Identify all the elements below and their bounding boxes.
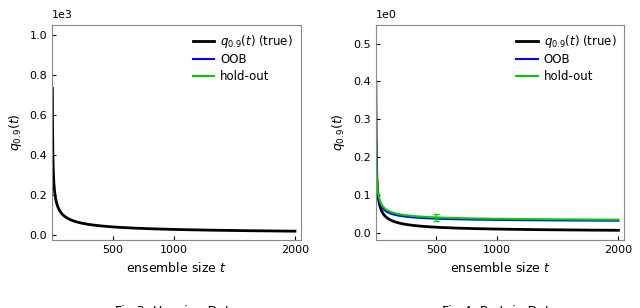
Line: hold-out: hold-out <box>376 94 618 220</box>
Line: OOB: OOB <box>376 97 618 221</box>
Line: $q_{0.9}(t)$ (true): $q_{0.9}(t)$ (true) <box>376 83 618 230</box>
hold-out <box>614 218 622 221</box>
hold-out <box>414 215 422 218</box>
$q_{0.9}(t)$ (true) <box>260 229 268 233</box>
$q_{0.9}(t)$ (true) <box>291 229 299 233</box>
Y-axis label: $q_{0.9}(t)$: $q_{0.9}(t)$ <box>330 114 348 151</box>
Text: 1e3: 1e3 <box>52 10 73 20</box>
$q_{0.9}(t)$ (true) <box>610 229 618 232</box>
$q_{0.9}(t)$ (true) <box>286 229 294 233</box>
Line: $q_{0.9}(t)$ (true): $q_{0.9}(t)$ (true) <box>52 88 295 231</box>
OOB <box>465 218 473 221</box>
$q_{0.9}(t)$ (true) <box>465 227 473 230</box>
$q_{0.9}(t)$ (true) <box>372 81 380 85</box>
X-axis label: ensemble size $t$: ensemble size $t$ <box>126 261 227 275</box>
hold-out <box>465 217 473 220</box>
hold-out <box>399 213 407 217</box>
OOB <box>414 216 422 220</box>
OOB <box>610 219 618 222</box>
$q_{0.9}(t)$ (true) <box>49 87 56 90</box>
$q_{0.9}(t)$ (true) <box>476 227 483 231</box>
OOB <box>584 219 591 222</box>
X-axis label: ensemble size $t$: ensemble size $t$ <box>450 261 550 275</box>
hold-out <box>476 217 483 221</box>
OOB <box>476 218 483 221</box>
$q_{0.9}(t)$ (true) <box>584 228 591 232</box>
hold-out <box>584 218 591 221</box>
Y-axis label: $q_{0.9}(t)$: $q_{0.9}(t)$ <box>7 114 24 151</box>
$q_{0.9}(t)$ (true) <box>91 223 99 227</box>
OOB <box>372 95 380 99</box>
OOB <box>399 214 407 218</box>
Legend: $q_{0.9}(t)$ (true), OOB, hold-out: $q_{0.9}(t)$ (true), OOB, hold-out <box>191 30 295 85</box>
$q_{0.9}(t)$ (true) <box>152 227 160 231</box>
Text: Fig 4: Protein Data: Fig 4: Protein Data <box>442 305 558 308</box>
$q_{0.9}(t)$ (true) <box>614 229 622 232</box>
hold-out <box>610 218 618 221</box>
Text: Fig 3: Housing Data: Fig 3: Housing Data <box>115 305 238 308</box>
$q_{0.9}(t)$ (true) <box>414 224 422 228</box>
$q_{0.9}(t)$ (true) <box>141 227 149 230</box>
$q_{0.9}(t)$ (true) <box>76 221 84 225</box>
Legend: $q_{0.9}(t)$ (true), OOB, hold-out: $q_{0.9}(t)$ (true), OOB, hold-out <box>514 30 619 85</box>
OOB <box>614 219 622 222</box>
hold-out <box>372 92 380 96</box>
Text: 1e0: 1e0 <box>376 10 396 20</box>
$q_{0.9}(t)$ (true) <box>399 222 407 226</box>
